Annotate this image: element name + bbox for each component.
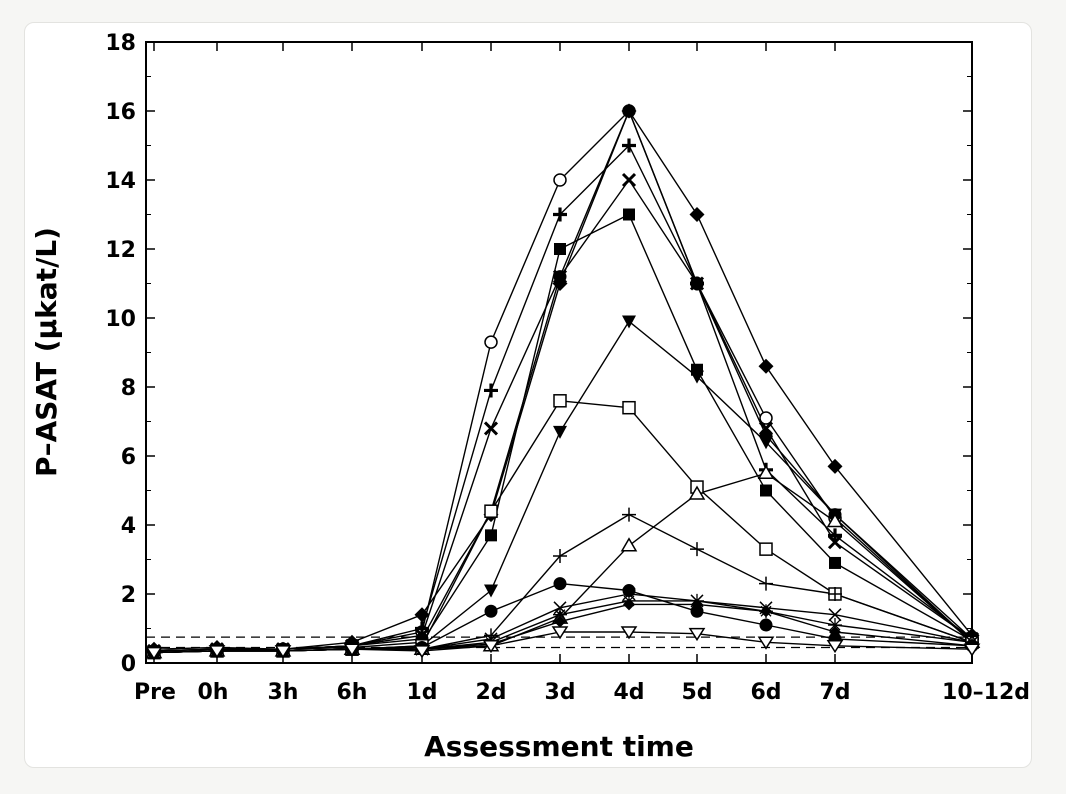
series-11-point — [828, 608, 842, 622]
series-12-point — [553, 607, 567, 622]
series-14-point — [274, 645, 292, 659]
series-14-point — [620, 626, 638, 640]
series-13-point — [554, 615, 566, 628]
series-14-point — [482, 640, 500, 654]
series-5-point — [623, 208, 635, 221]
series-10-point — [622, 584, 636, 598]
series-0-point — [484, 335, 498, 349]
series-6-point — [484, 584, 498, 598]
series-14-point — [343, 643, 361, 657]
series-10-point — [690, 604, 704, 618]
x-tick-label: 5d — [681, 680, 712, 705]
series-9-point — [826, 513, 844, 528]
series-1-point — [828, 528, 842, 543]
series-13-point — [829, 625, 841, 638]
x-tick-label: 10–12d — [942, 680, 1030, 705]
series-7-point — [484, 504, 498, 518]
series-1-point — [622, 138, 636, 153]
x-tick-label: 1d — [406, 680, 437, 705]
series-line-6 — [153, 320, 973, 654]
series-0-point — [553, 173, 567, 187]
x-tick-label: 4d — [613, 680, 644, 705]
series-1-point — [484, 383, 498, 398]
series-13-point — [760, 605, 772, 618]
x-tick-label: 2d — [475, 680, 506, 705]
series-10-point — [553, 577, 567, 591]
y-tick-label: 4 — [121, 514, 136, 539]
x-tick-label: 6h — [337, 680, 368, 705]
series-13-point — [623, 598, 635, 611]
series-8-point — [690, 542, 704, 557]
x-tick-label: Pre — [134, 680, 176, 705]
x-tick-label: 3h — [268, 680, 299, 705]
series-5-point — [485, 529, 497, 542]
y-axis-title: P–ASAT (μkat/L) — [30, 227, 63, 477]
series-6-point — [622, 315, 636, 329]
series-7-point — [553, 394, 567, 408]
series-4-point — [552, 276, 568, 291]
series-8-point — [553, 549, 567, 564]
y-tick-label: 12 — [105, 238, 136, 263]
series-2-point — [827, 535, 843, 550]
x-tick-label: 6d — [750, 680, 781, 705]
series-4-point — [689, 207, 705, 222]
series-4-point — [621, 103, 637, 119]
y-tick-label: 0 — [121, 652, 136, 677]
x-tick-label: 3d — [544, 680, 575, 705]
series-5-point — [554, 243, 566, 255]
series-line-4 — [153, 110, 973, 650]
series-line-9 — [153, 472, 973, 654]
series-7-point — [759, 542, 773, 556]
series-6-point — [690, 370, 704, 384]
series-2-point — [621, 172, 637, 188]
y-tick-label: 18 — [105, 31, 136, 56]
y-tick-label: 6 — [121, 445, 136, 470]
series-1-point — [553, 207, 567, 222]
series-5-point — [760, 484, 772, 497]
series-line-14 — [153, 631, 973, 654]
series-4-point — [758, 358, 774, 374]
y-tick-label: 10 — [105, 307, 136, 332]
x-tick-label: 7d — [819, 680, 850, 705]
series-14-point — [145, 646, 163, 661]
series-9-point — [757, 464, 775, 479]
series-0-point — [759, 411, 773, 425]
series-6-point — [553, 425, 567, 439]
y-tick-label: 14 — [105, 169, 136, 194]
series-line-0 — [153, 110, 973, 652]
series-14-point — [757, 636, 775, 650]
series-9-point — [620, 537, 638, 552]
series-2-point — [483, 421, 499, 436]
chart-card — [24, 22, 1032, 768]
series-8-point — [759, 576, 773, 591]
series-7-point — [622, 400, 636, 415]
series-8-point — [622, 507, 636, 522]
y-tick-label: 2 — [121, 583, 136, 608]
series-14-point — [688, 627, 706, 642]
series-4-point — [827, 458, 843, 474]
series-14-point — [963, 643, 981, 657]
series-13-point — [691, 598, 703, 611]
series-line-5 — [153, 213, 973, 654]
series-line-3 — [153, 110, 973, 652]
series-8-point — [828, 587, 842, 601]
series-14-point — [826, 640, 844, 654]
y-tick-label: 8 — [121, 376, 136, 401]
series-4-point — [414, 607, 430, 623]
series-14-point — [208, 645, 226, 659]
series-5-point — [829, 556, 841, 569]
series-10-point — [484, 604, 498, 618]
series-6-point — [759, 436, 773, 450]
series-14-point — [551, 626, 569, 640]
series-12-point — [828, 618, 842, 633]
series-10-point — [759, 618, 773, 632]
x-axis-title: Assessment time — [424, 730, 694, 763]
series-9-point — [688, 485, 706, 500]
series-3-point — [690, 277, 704, 290]
x-tick-label: 0h — [198, 680, 229, 705]
y-tick-label: 16 — [105, 100, 136, 125]
series-14-point — [413, 645, 431, 659]
